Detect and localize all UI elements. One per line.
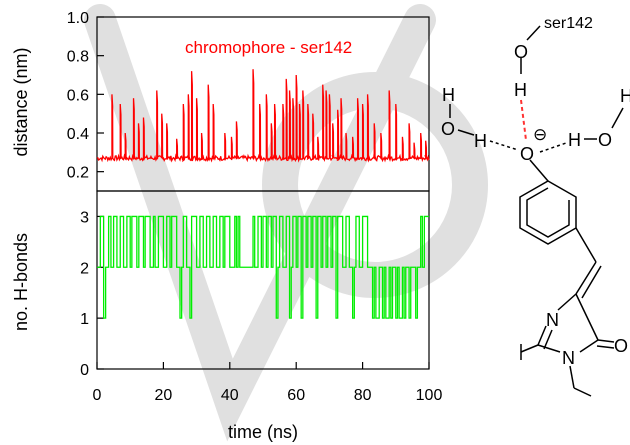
label-left-h-mid: H [474,131,487,151]
label-ser142: ser142 [544,15,593,32]
hbonds-y-tick-label: 2 [80,260,89,277]
bond-n1-c5 [579,339,599,353]
label-right-oxygen: O [598,130,612,150]
benzene-inner [526,187,570,238]
hbonds-y-tick-label: 0 [80,362,89,379]
distance-y-tick-label: 1.0 [67,10,89,27]
label-negative-charge: ⊖ [533,125,547,144]
label-phenolate-oxygen: O [520,144,534,164]
time-x-tick-label: 100 [416,387,443,404]
bond-c2-methyl [520,344,539,353]
hbonds-y-tick-label: 3 [80,209,89,226]
time-x-tick-label: 40 [221,387,239,404]
bond-n1-down [569,365,575,389]
bond-c4-n [557,293,577,311]
time-x-tick-label: 60 [287,387,305,404]
bond-left-o-h [457,129,475,136]
label-ser-oxygen: O [514,42,528,62]
time-x-tick-label: 0 [93,387,102,404]
label-right-hydrogen: H [568,130,581,150]
bond-c5-o [597,339,615,343]
label-ring-nitrogen-bottom: N [562,348,575,368]
distance-series-label: chromophore - ser142 [185,38,352,57]
hbonds-y-axis-label: no. H-bonds [11,233,31,331]
bond-c2-n1 [537,344,561,353]
hbonds-panel: 3 2 1 0 0 20 40 60 80 100 no. H-bonds time (ns) [11,190,443,442]
distance-panel: 1.0 0.8 0.6 0.4 0.2 chromophore - ser142 dis… [11,10,430,192]
bond-methine-exo [575,261,597,295]
time-x-tick-label: 80 [354,387,372,404]
label-left-h-top: H [442,85,455,105]
bond-c5-c4 [575,293,599,341]
hbond-right [539,142,567,153]
hbond-left [489,140,519,151]
benzene-ring [519,180,577,245]
hbonds-plot-frame [96,190,430,370]
bond-right-o-h [611,107,624,129]
bond-methine-exo-double [581,265,602,299]
bond-c5-o-double [596,345,615,349]
label-right-h-top: H [620,86,630,106]
distance-y-tick-label: 0.8 [67,49,89,66]
molecule-bonds [449,25,624,397]
label-left-oxygen: O [441,119,455,139]
chromophore-structure: ser142 O H H O H O ⊖ H O H N N O [441,15,630,397]
distance-y-ticks: 1.0 0.8 0.6 0.4 0.2 [67,10,104,182]
label-carbonyl-oxygen: O [614,336,628,356]
bond-ring-methine [575,227,597,263]
distance-series-line [96,69,430,163]
label-ser-hydrogen: H [514,80,527,100]
bond-n-c2 [537,325,547,346]
label-ring-nitrogen: N [546,310,559,330]
hbonds-y-tick-label: 1 [80,311,89,328]
bond-c2-n-double [543,329,553,350]
time-x-ticks: 0 20 40 60 80 100 [93,362,443,404]
distance-y-tick-label: 0.6 [67,87,89,104]
hbonds-series-line [97,215,429,319]
bond-n1-tail [573,387,592,397]
bond-o-ring [529,159,549,182]
bond-ser-c-o [526,25,541,41]
time-x-axis-label: time (ns) [228,422,298,442]
watermark [84,4,488,442]
hbond-ser142 [520,99,527,141]
time-x-tick-label: 20 [155,387,173,404]
distance-y-tick-label: 0.4 [67,126,89,143]
distance-y-axis-label: distance (nm) [11,47,31,156]
distance-y-tick-label: 0.2 [67,165,89,182]
